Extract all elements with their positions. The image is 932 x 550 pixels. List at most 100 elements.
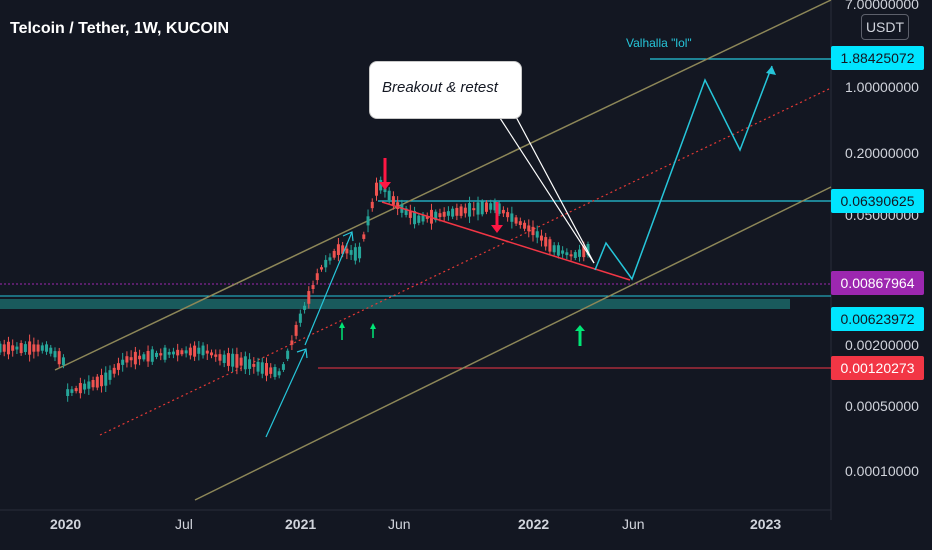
candle-body (353, 247, 357, 261)
candle-body (49, 347, 53, 354)
up-arrow-head (575, 325, 585, 331)
candle-body (188, 347, 192, 356)
candle-body (404, 208, 408, 215)
candle-body (83, 383, 87, 390)
candle-body (489, 203, 493, 210)
candle-body (201, 345, 205, 356)
candle-body (535, 231, 539, 238)
up-arrow-head (339, 322, 345, 328)
time-tick: 2022 (518, 516, 550, 532)
candle-body (218, 354, 222, 361)
candle-body (273, 367, 277, 377)
candle-body (565, 252, 569, 256)
rally-arrow-1-head (296, 348, 308, 359)
callout-text: Breakout & retest (382, 79, 498, 96)
candle-body (53, 351, 57, 358)
price-tick: 0.00200000 (845, 337, 919, 353)
candle-body (523, 222, 527, 229)
candle-body (19, 343, 23, 354)
candle-body (332, 250, 336, 258)
candle-body (455, 207, 459, 216)
time-tick: Jun (388, 516, 411, 532)
candle-body (36, 344, 40, 352)
candle-body (408, 211, 412, 218)
trend-channel (54, 0, 832, 501)
candle-body (328, 257, 332, 261)
candle-body (451, 208, 455, 217)
projection-arrowhead (766, 66, 776, 75)
candle-body (396, 202, 400, 209)
price-badge-resistance: 0.06390625 (831, 189, 924, 213)
candle-body (269, 367, 273, 374)
candle-body (286, 350, 290, 359)
candle-body (578, 249, 582, 257)
channel-upper-line (54, 0, 832, 371)
candle-body (463, 207, 467, 214)
candle-body (484, 202, 488, 212)
candle-body (70, 389, 74, 393)
candle-body (548, 239, 552, 252)
callout-pointer (514, 114, 595, 264)
price-axis[interactable]: 7.00000000 1.00000000 0.20000000 0.05000… (831, 0, 932, 520)
price-tick: 0.00050000 (845, 398, 919, 414)
time-tick: Jul (175, 516, 193, 532)
candle-body (514, 217, 518, 224)
rally-arrow-2-head (342, 231, 354, 242)
candle-body (311, 285, 315, 290)
candle-body (125, 356, 129, 363)
candle-body (95, 376, 99, 388)
price-tick: 1.00000000 (845, 79, 919, 95)
candle-body (294, 324, 298, 336)
candle-body (358, 246, 362, 259)
candle-body (281, 364, 285, 370)
candle-body (57, 351, 61, 365)
candle-body (506, 212, 510, 218)
candle-body (446, 211, 450, 216)
candle-body (421, 215, 425, 222)
candle-body (552, 245, 556, 253)
price-badge-target: 1.88425072 (831, 46, 924, 70)
down-arrow-head (491, 225, 503, 233)
candle-body (497, 203, 501, 214)
candle-body (472, 208, 476, 211)
up-arrow-head (370, 323, 376, 329)
down-arrow-head (379, 182, 391, 190)
candle-body (324, 259, 328, 268)
candle-body (87, 381, 91, 389)
candle-body (303, 305, 307, 310)
candle-body (252, 363, 256, 367)
time-tick: Jun (622, 516, 645, 532)
candle-body (277, 371, 281, 376)
candle-body (146, 350, 150, 362)
candle-body (116, 363, 120, 370)
candle-body (150, 349, 154, 362)
candle-body (256, 361, 260, 372)
currency-selector[interactable]: USDT (861, 14, 909, 40)
candle-body (493, 201, 497, 211)
candle-body (159, 353, 163, 356)
candle-body (104, 372, 108, 386)
candle-body (171, 351, 175, 355)
candle-body (6, 341, 10, 355)
projection-path (594, 65, 773, 281)
candle-body (573, 252, 577, 258)
price-badge-low: 0.00120273 (831, 356, 924, 380)
descending-resistance-line (381, 201, 631, 281)
candle-body (163, 347, 167, 360)
candle-body (468, 203, 472, 217)
candle-body (167, 352, 171, 355)
candle-body (108, 370, 112, 380)
candle-body (2, 344, 6, 352)
candle-body (527, 225, 531, 232)
candle-body (307, 291, 311, 304)
candle-body (197, 347, 201, 354)
price-tick: 0.00010000 (845, 463, 919, 479)
callout-box[interactable]: Breakout & retest (369, 61, 522, 119)
candle-body (370, 201, 374, 209)
candle-body (11, 345, 15, 351)
candle-body (315, 273, 319, 281)
time-axis[interactable]: 2020 Jul 2021 Jun 2022 Jun 2023 (0, 510, 831, 550)
candle-body (391, 196, 395, 205)
candle-body (341, 245, 345, 254)
candle-body (387, 190, 391, 201)
